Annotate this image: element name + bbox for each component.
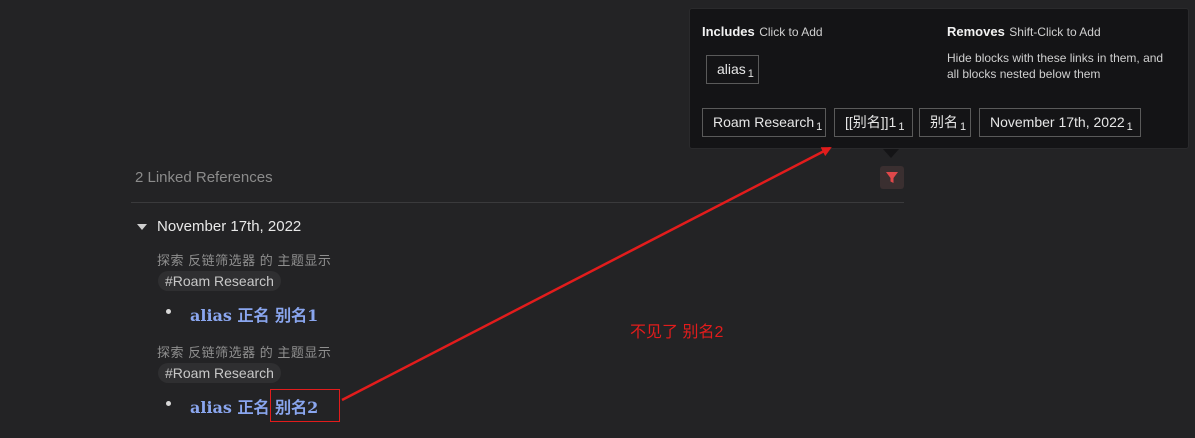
- chip-label: alias: [717, 61, 746, 77]
- removes-description: Hide blocks with these links in them, an…: [947, 50, 1163, 82]
- includes-header: Includes Click to Add: [702, 23, 823, 41]
- block-bullet[interactable]: [166, 401, 171, 406]
- block-content[interactable]: alias 正名 别名2: [190, 394, 318, 418]
- alias-link[interactable]: alias: [190, 306, 232, 325]
- includes-hint: Click to Add: [759, 25, 823, 39]
- popover-caret: [883, 149, 899, 158]
- includes-title: Includes: [702, 24, 755, 39]
- filter-chip-alias-cn[interactable]: 别名 1: [919, 108, 971, 137]
- chip-label: November 17th, 2022: [990, 114, 1125, 130]
- alias-text[interactable]: 别名2: [275, 398, 319, 417]
- filter-chip-date[interactable]: November 17th, 2022 1: [979, 108, 1141, 137]
- main-link[interactable]: 正名: [237, 398, 270, 417]
- filter-chip-bracket-alias[interactable]: [[别名]]1 1: [834, 108, 913, 137]
- removes-hint: Shift-Click to Add: [1009, 25, 1101, 39]
- removes-desc-line-2: all blocks nested below them: [947, 67, 1101, 81]
- reference-page-title[interactable]: November 17th, 2022: [157, 218, 302, 235]
- chip-count: 1: [747, 68, 754, 80]
- linked-references-title: 2 Linked References: [135, 169, 273, 186]
- chip-count: 1: [898, 121, 905, 133]
- alias-link[interactable]: alias: [190, 398, 232, 417]
- filter-chip-roam-research[interactable]: Roam Research 1: [702, 108, 826, 137]
- main-link[interactable]: 正名: [237, 306, 270, 325]
- removes-title: Removes: [947, 24, 1005, 39]
- filter-icon: [886, 172, 898, 183]
- breadcrumb[interactable]: 探索 反链筛选器 的 主题显示: [157, 253, 332, 268]
- collapse-triangle-icon[interactable]: [137, 224, 147, 230]
- alias-text[interactable]: 别名1: [275, 306, 319, 325]
- annotation-note: 不见了 别名2: [630, 324, 724, 341]
- annotation-highlight-box: [270, 389, 340, 422]
- removes-header: Removes Shift-Click to Add: [947, 23, 1101, 41]
- block-content[interactable]: alias 正名 别名1: [190, 302, 318, 326]
- chip-count: 1: [816, 121, 823, 133]
- included-chip-alias[interactable]: alias 1: [706, 55, 759, 84]
- block-bullet[interactable]: [166, 309, 171, 314]
- chip-label: [[别名]]1: [845, 114, 897, 130]
- chip-count: 1: [960, 121, 967, 133]
- removes-desc-line-1: Hide blocks with these links in them, an…: [947, 51, 1164, 65]
- divider: [131, 202, 904, 203]
- chip-label: 别名: [930, 114, 958, 130]
- tag-roam-research[interactable]: #Roam Research: [158, 271, 281, 291]
- chip-label: Roam Research: [713, 114, 815, 130]
- breadcrumb[interactable]: 探索 反链筛选器 的 主题显示: [157, 345, 332, 360]
- filter-popover: Includes Click to Add Removes Shift-Clic…: [689, 8, 1189, 158]
- tag-roam-research[interactable]: #Roam Research: [158, 363, 281, 383]
- chip-count: 1: [1126, 121, 1133, 133]
- filter-button[interactable]: [880, 166, 904, 189]
